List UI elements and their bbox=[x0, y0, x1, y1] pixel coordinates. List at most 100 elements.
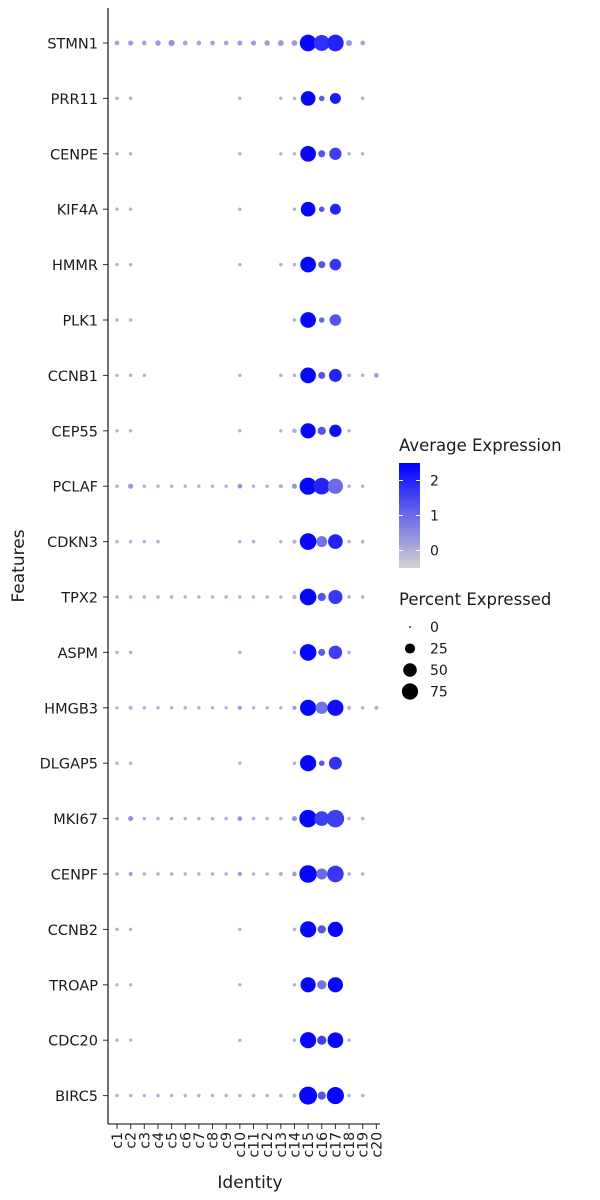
y-tick-label: HMMR bbox=[52, 258, 98, 274]
dot-PRR11-c10 bbox=[238, 96, 242, 101]
dot-MKI67-c10 bbox=[237, 816, 243, 821]
y-tick-label: TROAP bbox=[48, 978, 98, 994]
dot-CDC20-c16 bbox=[317, 1035, 327, 1045]
dot-STMN1-c19 bbox=[360, 40, 366, 46]
dot-STMN1-c2 bbox=[128, 40, 134, 46]
x-tick-label: c16 bbox=[315, 1132, 331, 1158]
dot-DLGAP5-c16 bbox=[318, 760, 325, 766]
dot-TROAP-c17 bbox=[327, 977, 343, 993]
dot-CEP55-c2 bbox=[128, 429, 133, 433]
dot-PLK1-c14 bbox=[292, 318, 297, 322]
dot-TPX2-c14 bbox=[292, 594, 297, 600]
dot-HMMR-c2 bbox=[128, 262, 133, 267]
dot-CEP55-c13 bbox=[279, 429, 283, 433]
dot-TPX2-c16 bbox=[317, 592, 326, 602]
dot-PCLAF-c4 bbox=[156, 484, 160, 488]
dot-CDC20-c14 bbox=[292, 1038, 297, 1042]
dot-CCNB1-c19 bbox=[360, 373, 365, 378]
dot-CENPF-c6 bbox=[183, 872, 187, 876]
dot-CENPF-c4 bbox=[156, 872, 160, 876]
dot-TPX2-c6 bbox=[183, 595, 187, 599]
dot-MKI67-c1 bbox=[115, 816, 119, 821]
dot-CEP55-c10 bbox=[238, 429, 242, 433]
dot-CENPE-c13 bbox=[279, 152, 283, 156]
dot-CDC20-c17 bbox=[327, 1032, 344, 1049]
dot-ASPM-c1 bbox=[115, 650, 119, 655]
dot-BIRC5-c14 bbox=[292, 1093, 297, 1098]
dot-CENPE-c16 bbox=[318, 150, 326, 158]
dot-CCNB1-c1 bbox=[115, 373, 119, 378]
dot-HMGB3-c8 bbox=[210, 706, 215, 710]
y-tick-label: CEP55 bbox=[52, 424, 98, 440]
dot-DLGAP5-c15 bbox=[300, 755, 317, 772]
dot-HMGB3-c11 bbox=[251, 706, 256, 710]
dot-CENPE-c10 bbox=[238, 152, 242, 156]
color-legend-ticks: 2 1 0 bbox=[399, 474, 439, 560]
dot-BIRC5-c15 bbox=[299, 1086, 318, 1105]
dot-HMMR-c10 bbox=[238, 262, 242, 267]
dot-ASPM-c16 bbox=[318, 648, 326, 656]
dot-TPX2-c7 bbox=[197, 595, 201, 599]
dot-MKI67-c5 bbox=[169, 816, 174, 821]
dot-ASPM-c17 bbox=[328, 645, 343, 660]
dot-CEP55-c17 bbox=[329, 424, 342, 437]
size-legend-dot bbox=[403, 663, 417, 677]
dot-HMGB3-c12 bbox=[265, 706, 269, 710]
dot-BIRC5-c9 bbox=[224, 1093, 228, 1098]
dot-PCLAF-c7 bbox=[197, 484, 201, 488]
y-tick-label: CCNB1 bbox=[48, 369, 98, 385]
dot-HMMR-c14 bbox=[292, 262, 297, 267]
dot-MKI67-c3 bbox=[142, 816, 147, 821]
y-tick-label: ASPM bbox=[58, 646, 98, 662]
dot-HMGB3-c5 bbox=[169, 706, 174, 710]
dot-STMN1-c15 bbox=[299, 34, 317, 52]
dot-KIF4A-c10 bbox=[238, 207, 242, 211]
dot-MKI67-c14 bbox=[291, 816, 298, 822]
dot-PCLAF-c2 bbox=[128, 483, 134, 489]
y-tick-label: PLK1 bbox=[62, 314, 98, 330]
x-tick-label: c15 bbox=[301, 1132, 317, 1158]
color-legend-tick-label: 0 bbox=[430, 544, 439, 560]
y-tick-label: KIF4A bbox=[57, 203, 98, 219]
dot-MKI67-c9 bbox=[224, 816, 228, 821]
dot-PCLAF-c15 bbox=[299, 477, 317, 495]
y-tick-label: CDC20 bbox=[48, 1034, 98, 1050]
dot-HMGB3-c19 bbox=[360, 706, 365, 710]
dot-MKI67-c8 bbox=[210, 816, 215, 821]
dot-CENPF-c16 bbox=[316, 868, 328, 880]
dot-CCNB1-c18 bbox=[347, 373, 351, 378]
dot-TPX2-c3 bbox=[142, 595, 147, 599]
dot-STMN1-c8 bbox=[210, 40, 215, 46]
dot-CENPF-c15 bbox=[299, 865, 317, 883]
dot-CDC20-c10 bbox=[238, 1038, 242, 1042]
x-axis-title: Identity bbox=[217, 1173, 282, 1193]
dot-BIRC5-c8 bbox=[210, 1093, 215, 1098]
dot-CCNB1-c13 bbox=[279, 373, 283, 378]
dot-CCNB1-c2 bbox=[128, 373, 133, 378]
dot-CCNB1-c16 bbox=[318, 371, 326, 379]
dot-HMGB3-c9 bbox=[224, 706, 228, 710]
x-tick-label: c2 bbox=[124, 1132, 140, 1149]
dot-TROAP-c15 bbox=[300, 977, 316, 993]
dot-CENPF-c8 bbox=[210, 872, 215, 876]
dot-MKI67-c19 bbox=[360, 816, 365, 821]
dot-TPX2-c13 bbox=[279, 595, 283, 599]
dot-CCNB1-c17 bbox=[328, 368, 342, 382]
dot-CENPF-c7 bbox=[197, 872, 201, 876]
dot-STMN1-c9 bbox=[223, 40, 229, 46]
dot-CDKN3-c4 bbox=[156, 539, 160, 544]
dot-TPX2-c9 bbox=[224, 595, 228, 599]
dot-DLGAP5-c10 bbox=[238, 761, 242, 765]
dot-CDKN3-c16 bbox=[316, 536, 328, 548]
dot-HMGB3-c20 bbox=[374, 705, 379, 710]
dot-CENPF-c3 bbox=[142, 872, 147, 876]
dot-ASPM-c18 bbox=[347, 650, 351, 655]
dot-PCLAF-c14 bbox=[291, 483, 298, 489]
dot-HMGB3-c16 bbox=[315, 701, 328, 714]
y-tick-labels: STMN1 PRR11 CENPE KIF4A HMMR PLK1 CCNB1 CEP55 PC… bbox=[40, 37, 108, 1105]
dot-PCLAF-c9 bbox=[224, 484, 228, 488]
dot-STMN1-c7 bbox=[196, 40, 202, 46]
dot-DLGAP5-c2 bbox=[128, 761, 133, 765]
dot-HMMR-c13 bbox=[279, 262, 283, 267]
dot-BIRC5-c16 bbox=[317, 1091, 326, 1100]
